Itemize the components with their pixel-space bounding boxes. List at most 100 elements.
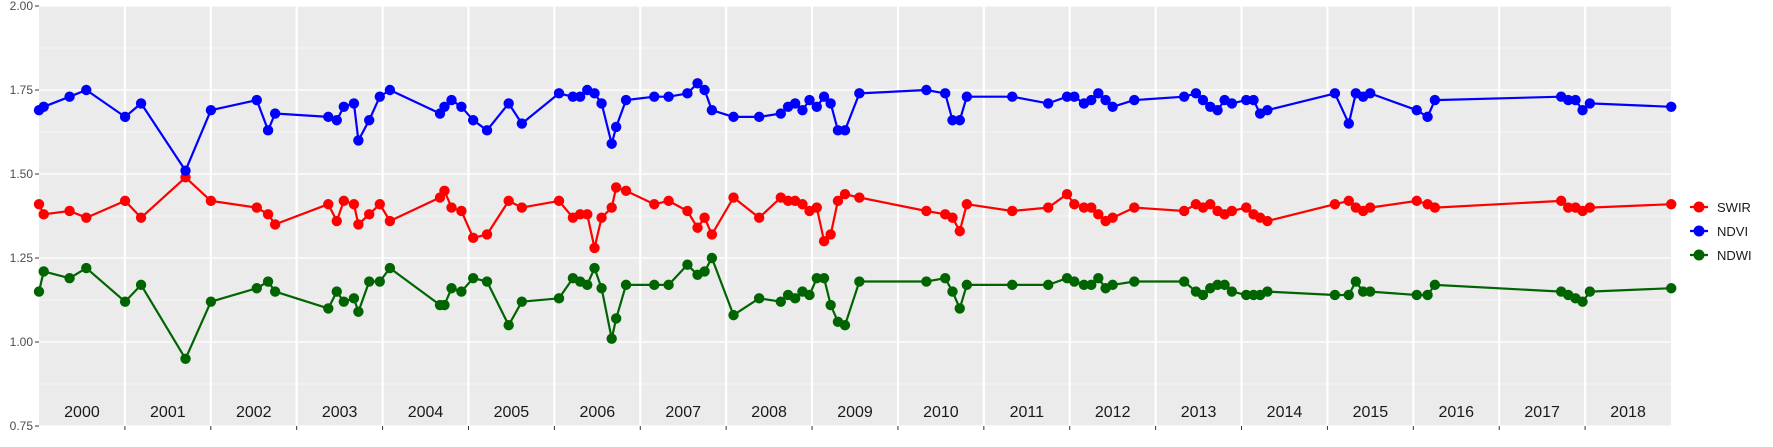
data-point-ndwi xyxy=(180,353,191,364)
data-point-ndwi xyxy=(854,276,865,287)
legend-key-point xyxy=(1693,201,1705,213)
data-point-swir xyxy=(251,202,262,213)
data-point-ndvi xyxy=(1007,91,1018,102)
data-point-swir xyxy=(467,232,479,244)
data-point-ndwi xyxy=(1343,289,1354,301)
data-point-ndwi xyxy=(663,279,674,291)
data-point-ndwi xyxy=(961,279,973,291)
data-point-swir xyxy=(1411,195,1422,207)
data-point-ndvi xyxy=(1241,94,1252,106)
data-point-ndvi xyxy=(961,91,973,102)
data-point-ndwi xyxy=(353,306,364,317)
data-point-swir xyxy=(81,212,92,223)
data-point-ndwi xyxy=(582,279,593,291)
data-point-ndvi xyxy=(446,94,457,106)
data-point-swir xyxy=(589,242,600,254)
legend: SWIR NDVI NDWI xyxy=(1690,200,1752,263)
data-point-ndwi xyxy=(1078,279,1090,291)
data-point-swir xyxy=(1069,199,1080,210)
data-point-ndwi xyxy=(1411,289,1422,301)
data-point-swir xyxy=(596,212,607,223)
data-point-ndvi xyxy=(353,135,364,146)
data-point-ndwi xyxy=(1329,289,1341,301)
y-tick-label: 2.00 xyxy=(10,0,34,13)
data-point-ndwi xyxy=(775,296,786,307)
data-point-swir xyxy=(582,209,593,220)
data-point-ndvi xyxy=(1343,118,1354,129)
year-label: 2017 xyxy=(1524,404,1560,421)
year-label: 2008 xyxy=(751,404,787,421)
data-point-swir xyxy=(1093,209,1104,220)
data-point-ndvi xyxy=(456,101,467,113)
data-point-ndwi xyxy=(503,320,514,331)
data-point-swir xyxy=(1329,199,1341,210)
data-point-ndwi xyxy=(620,279,632,291)
x-axis-ticks xyxy=(124,426,1586,430)
data-point-swir xyxy=(353,219,364,230)
data-point-swir xyxy=(439,185,450,196)
data-point-ndwi xyxy=(439,299,450,311)
data-point-swir xyxy=(1178,205,1190,217)
data-point-ndwi xyxy=(1226,286,1238,297)
data-point-ndvi xyxy=(1043,98,1054,109)
data-point-ndvi xyxy=(180,165,191,176)
data-point-swir xyxy=(1584,202,1596,213)
data-point-ndvi xyxy=(1411,104,1422,116)
data-point-swir xyxy=(1007,205,1018,217)
data-point-swir xyxy=(135,212,147,223)
data-point-ndvi xyxy=(1262,104,1273,116)
year-label: 2015 xyxy=(1353,404,1389,421)
data-point-ndvi xyxy=(706,104,718,116)
data-point-ndvi xyxy=(1666,101,1677,113)
data-point-swir xyxy=(38,209,49,220)
y-tick-label: 1.50 xyxy=(10,167,34,181)
data-point-ndvi xyxy=(1190,88,1202,99)
data-point-swir xyxy=(1205,199,1216,210)
data-point-ndvi xyxy=(262,125,274,136)
data-point-swir xyxy=(1262,215,1273,227)
data-point-ndwi xyxy=(384,262,396,274)
data-point-swir xyxy=(649,199,660,210)
data-point-swir xyxy=(1364,202,1376,213)
data-point-ndwi xyxy=(1262,286,1273,297)
y-tick-label: 1.25 xyxy=(10,251,34,265)
data-point-ndvi xyxy=(331,115,342,126)
data-point-ndwi xyxy=(135,279,147,291)
data-point-ndwi xyxy=(649,279,660,291)
data-point-ndvi xyxy=(439,101,450,113)
data-point-swir xyxy=(1563,202,1574,213)
data-point-ndwi xyxy=(1086,279,1097,291)
data-point-ndvi xyxy=(269,108,281,119)
data-point-ndvi xyxy=(567,91,579,102)
year-label: 2002 xyxy=(236,404,272,421)
data-point-swir xyxy=(262,209,274,220)
data-point-ndwi xyxy=(1007,279,1018,291)
data-point-ndwi xyxy=(81,262,92,274)
data-point-ndvi xyxy=(606,138,617,149)
data-point-ndwi xyxy=(119,296,131,307)
data-point-ndvi xyxy=(1563,94,1574,106)
data-point-ndvi xyxy=(1107,101,1118,113)
data-point-ndvi xyxy=(589,88,600,99)
data-point-ndwi xyxy=(374,276,385,287)
data-point-ndvi xyxy=(64,91,75,102)
data-point-ndwi xyxy=(699,266,710,277)
data-point-swir xyxy=(364,209,375,220)
year-label: 2012 xyxy=(1095,404,1131,421)
data-point-swir xyxy=(338,195,350,207)
data-point-ndvi xyxy=(1212,104,1223,116)
data-point-ndwi xyxy=(825,299,836,311)
data-point-ndwi xyxy=(589,262,600,274)
data-point-ndwi xyxy=(1666,283,1677,294)
year-label: 2000 xyxy=(64,404,100,421)
year-label: 2014 xyxy=(1267,404,1303,421)
data-point-ndvi xyxy=(789,98,801,109)
data-point-swir xyxy=(1555,195,1567,207)
data-point-ndvi xyxy=(947,115,958,126)
data-point-swir xyxy=(1241,202,1252,213)
data-point-ndvi xyxy=(481,125,493,136)
year-label: 2018 xyxy=(1610,404,1646,421)
data-point-swir xyxy=(348,199,360,210)
